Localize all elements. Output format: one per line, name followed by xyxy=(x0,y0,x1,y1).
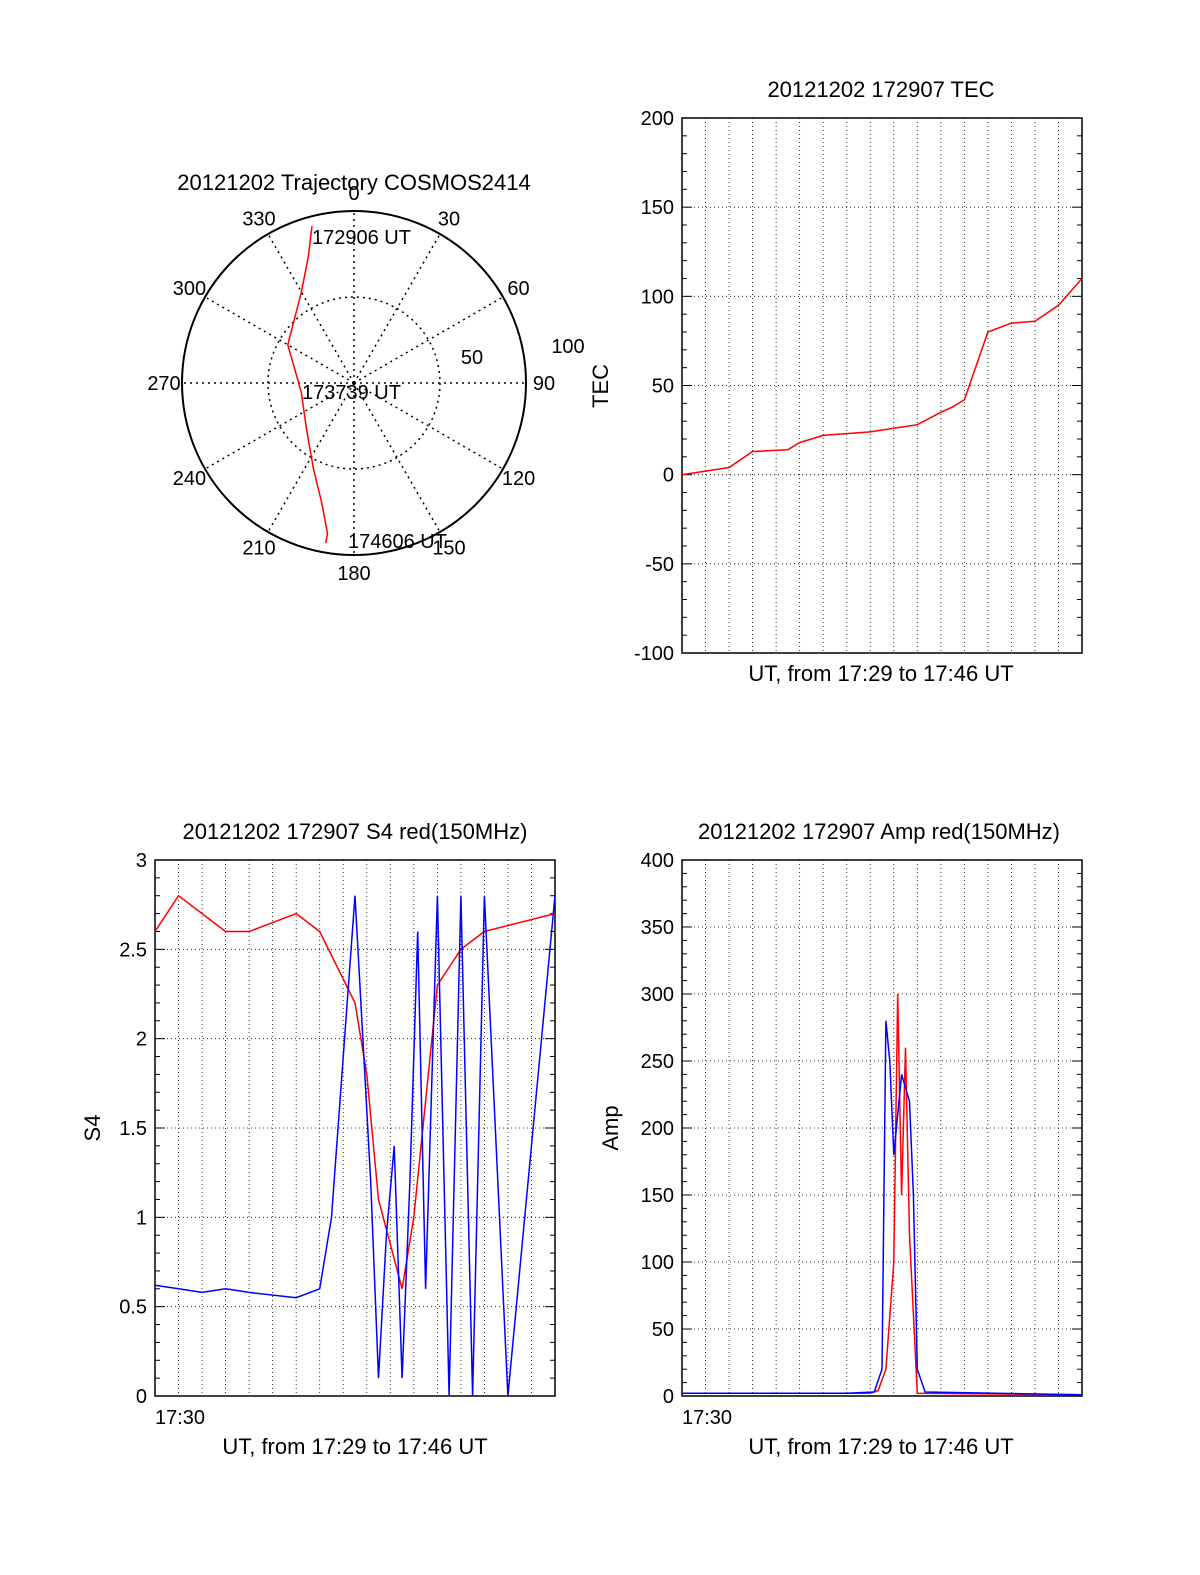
amp-y-tick-label: 100 xyxy=(641,1252,674,1274)
amp-series xyxy=(682,993,1083,1396)
s4-panel: 20121202 172907 S4 red(150MHz) 3 2.5 2 1.5 1… xyxy=(80,819,556,1459)
amp-y-tick-label: 50 xyxy=(652,1319,674,1341)
amp-y-tick-label: 200 xyxy=(641,1118,674,1140)
amp-y-tick-label: 350 xyxy=(641,917,674,939)
polar-spoke xyxy=(353,382,504,470)
s4-y-axis-label: S4 xyxy=(80,1115,105,1142)
radial-label-100: 100 xyxy=(551,336,584,358)
trajectory-line xyxy=(287,226,329,544)
tec-panel: 20121202 172907 TEC 200150100500-50-100 … xyxy=(588,77,1083,686)
amp-y-axis-label: Amp xyxy=(598,1105,623,1150)
amp-y-tick-label: 300 xyxy=(641,984,674,1006)
s4-series xyxy=(154,894,556,1397)
amp-y-tick-label: 250 xyxy=(641,1051,674,1073)
tec-x-axis-label: UT, from 17:29 to 17:46 UT xyxy=(748,661,1013,686)
azimuth-label: 90 xyxy=(533,373,555,395)
azimuth-label: 300 xyxy=(173,278,206,300)
polar-spoke xyxy=(204,296,355,384)
polar-spoke xyxy=(353,382,441,533)
amp-panel: 20121202 172907 Amp red(150MHz) 400 350 30… xyxy=(598,819,1083,1459)
s4-y-tick-label: 0 xyxy=(136,1386,147,1408)
tec-y-tick-label: -100 xyxy=(634,643,674,665)
polar-spoke xyxy=(267,233,355,384)
azimuth-label: 180 xyxy=(337,563,370,585)
amp-y-tick-labels: 400 350 300 250 200 150 100 50 0 xyxy=(641,850,674,1408)
azimuth-label: 30 xyxy=(438,208,460,230)
s4-y-tick-label: 3 xyxy=(136,850,147,872)
amp-series-line xyxy=(682,993,1083,1396)
amp-title: 20121202 172907 Amp red(150MHz) xyxy=(698,819,1060,844)
s4-y-tick-label: 1 xyxy=(136,1207,147,1229)
s4-y-tick-label: 1.5 xyxy=(119,1118,147,1140)
polar-spoke xyxy=(353,296,504,384)
amp-x-axis-label: UT, from 17:29 to 17:46 UT xyxy=(748,1434,1013,1459)
azimuth-labels: 0 30 60 90 120 150 180 210 240 270 300 330 xyxy=(147,183,555,585)
s4-x-axis-label: UT, from 17:29 to 17:46 UT xyxy=(222,1434,487,1459)
annotation-start-time: 172906 UT xyxy=(312,227,411,249)
trajectory-series xyxy=(287,226,329,544)
s4-x-tick-label: 17:30 xyxy=(155,1407,205,1429)
s4-title: 20121202 172907 S4 red(150MHz) xyxy=(183,819,528,844)
s4-y-tick-label: 0.5 xyxy=(119,1297,147,1319)
amp-grid xyxy=(682,859,1082,1397)
azimuth-label: 210 xyxy=(242,538,275,560)
amp-y-tick-label: 400 xyxy=(641,850,674,872)
tec-title: 20121202 172907 TEC xyxy=(767,77,994,102)
tec-y-tick-label: 200 xyxy=(641,108,674,130)
tec-series xyxy=(681,278,1083,476)
amp-x-tick-label: 17:30 xyxy=(682,1407,732,1429)
tec-y-tick-labels: 200 150 100 50 0 -50 -100 xyxy=(634,108,674,665)
annotation-mid-time: 173739 UT xyxy=(302,382,401,404)
s4-y-tick-labels: 3 2.5 2 1.5 1 0.5 0 xyxy=(119,850,147,1408)
amp-y-tick-label: 0 xyxy=(663,1386,674,1408)
azimuth-label: 120 xyxy=(502,468,535,490)
azimuth-label: 150 xyxy=(432,538,465,560)
annotation-end-time: 174606 UT xyxy=(348,531,447,553)
s4-series-line xyxy=(154,894,556,1289)
azimuth-label: 330 xyxy=(242,208,275,230)
s4-series-line xyxy=(154,895,556,1397)
polar-spoke xyxy=(204,382,355,470)
s4-grid xyxy=(155,859,555,1397)
azimuth-label: 60 xyxy=(507,278,529,300)
azimuth-label: 270 xyxy=(147,373,180,395)
tec-y-tick-label: 100 xyxy=(641,286,674,308)
azimuth-label: 0 xyxy=(348,183,359,205)
radial-label-50: 50 xyxy=(461,347,483,369)
polar-spoke xyxy=(353,233,441,384)
amp-y-tick-label: 150 xyxy=(641,1185,674,1207)
tec-y-tick-label: -50 xyxy=(645,554,674,576)
tec-series-line xyxy=(681,278,1083,476)
tec-y-tick-label: 150 xyxy=(641,197,674,219)
azimuth-label: 240 xyxy=(173,468,206,490)
trajectory-title: 20121202 Trajectory COSMOS2414 xyxy=(177,170,530,195)
tec-grid xyxy=(682,117,1082,654)
amp-series-line xyxy=(682,1020,1083,1396)
s4-y-tick-label: 2 xyxy=(136,1029,147,1051)
tec-y-axis-label: TEC xyxy=(588,364,613,408)
polar-outer-ring xyxy=(181,210,527,556)
tec-y-tick-label: 50 xyxy=(652,376,674,398)
tec-y-tick-label: 0 xyxy=(663,465,674,487)
s4-y-tick-label: 2.5 xyxy=(119,939,147,961)
trajectory-panel: 20121202 Trajectory COSMOS2414 0 30 60 90 12… xyxy=(147,170,584,585)
